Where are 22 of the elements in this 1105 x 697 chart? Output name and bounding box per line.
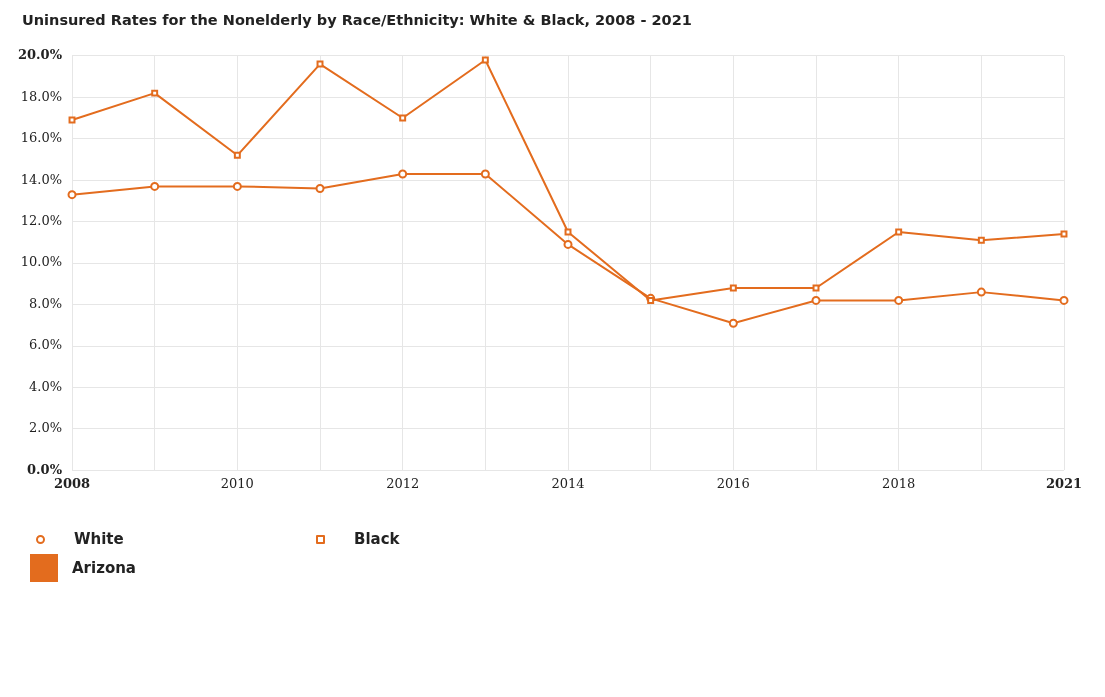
x-tick-label: 2010 <box>220 475 254 491</box>
x-tick-label: 2014 <box>551 475 585 491</box>
legend-label: White <box>74 530 124 548</box>
legend-title: Arizona <box>72 559 136 577</box>
y-tick-label: 20.0% <box>18 47 63 63</box>
y-tick-label: 4.0% <box>28 378 63 394</box>
y-tick-label: 6.0% <box>28 337 63 353</box>
y-tick-label: 8.0% <box>28 295 63 311</box>
y-tick-label: 16.0% <box>20 130 63 146</box>
y-tick-label: 2.0% <box>28 420 63 436</box>
y-tick-label: 14.0% <box>20 171 63 187</box>
y-tick-label: 10.0% <box>20 254 63 270</box>
x-tick-label: 2012 <box>386 475 420 491</box>
y-tick-label: 12.0% <box>20 213 63 229</box>
y-tick-label: 18.0% <box>20 88 63 104</box>
x-tick-label: 2008 <box>53 475 91 491</box>
chart-title: Uninsured Rates for the Nonelderly by Race/Ethnicity: White & Black, 2008 - 2021 <box>22 12 693 28</box>
y-tick-label: 0.0% <box>27 461 63 477</box>
x-tick-label: 2021 <box>1045 475 1083 491</box>
x-tick-label: 2016 <box>716 475 750 491</box>
legend-label: Black <box>354 530 400 548</box>
x-tick-label: 2018 <box>882 475 916 491</box>
